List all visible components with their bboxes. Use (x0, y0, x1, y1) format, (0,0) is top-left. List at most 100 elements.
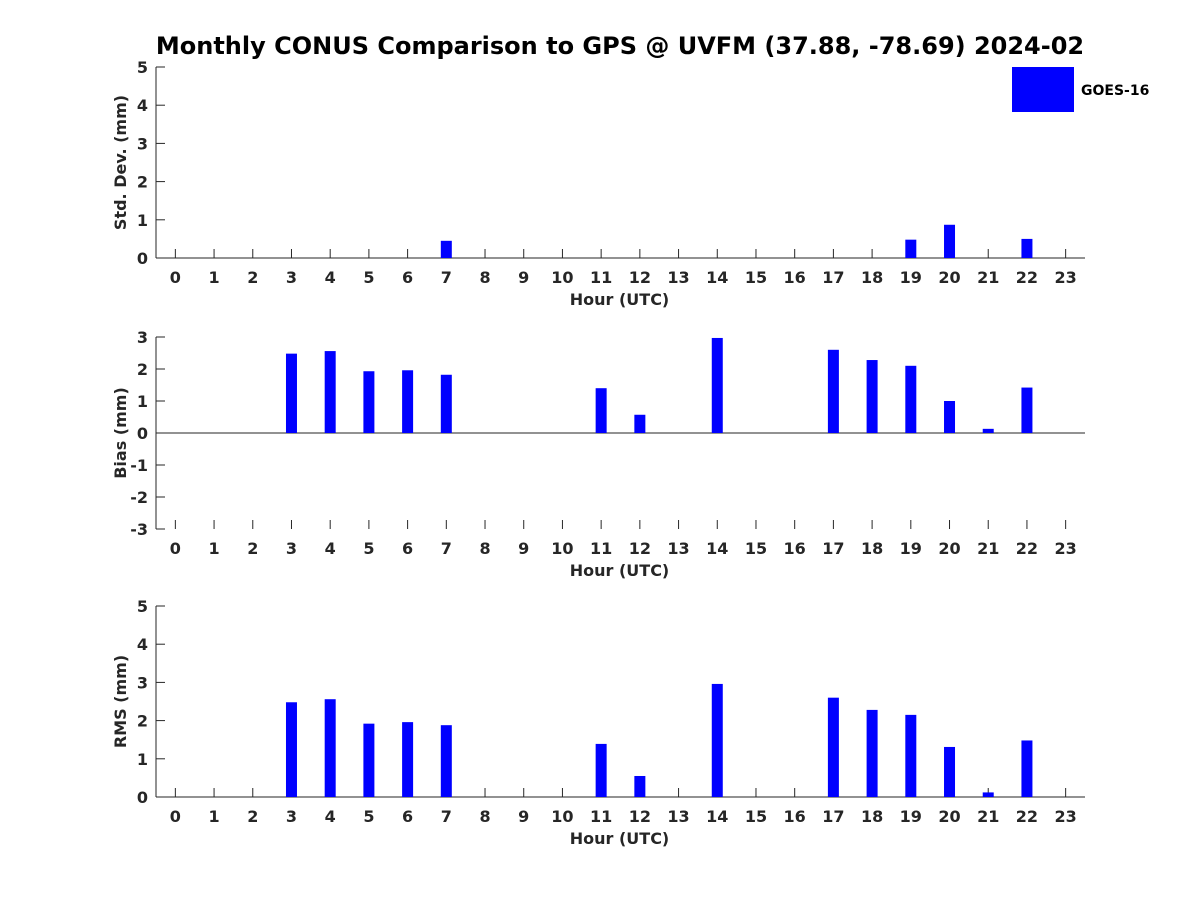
rms-x-tick-label: 14 (706, 807, 728, 826)
rms-y-tick-label: 3 (137, 673, 148, 692)
std-dev-x-tick-label: 22 (1016, 268, 1038, 287)
bias-y-tick-label: -3 (130, 520, 148, 539)
rms-bar-hour-6 (402, 722, 414, 797)
bias-y-tick-label: -1 (130, 456, 148, 475)
std-dev-x-tick-label: 6 (402, 268, 413, 287)
rms-x-tick-label: 21 (977, 807, 999, 826)
std-dev-x-tick-label: 9 (518, 268, 529, 287)
bias-x-tick-label: 20 (938, 539, 960, 558)
std-dev-x-tick-label: 20 (938, 268, 960, 287)
rms-bar-hour-21 (982, 792, 994, 797)
bias-bar-hour-4 (324, 351, 336, 433)
std-dev-x-tick-label: 1 (208, 268, 219, 287)
rms-bar-hour-22 (1021, 740, 1033, 797)
bias-x-tick-label: 12 (629, 539, 651, 558)
bias-bar-hour-5 (363, 371, 375, 433)
std-dev-x-tick-label: 14 (706, 268, 728, 287)
rms-bar-hour-11 (595, 743, 607, 797)
bias-x-tick-label: 9 (518, 539, 529, 558)
rms-bar-hour-3 (285, 702, 297, 797)
rms-y-axis-label: RMS (mm) (111, 655, 130, 748)
bias-bar-hour-20 (944, 401, 956, 433)
bias-x-tick-label: 4 (325, 539, 336, 558)
std-dev-bar-hour-20 (944, 224, 956, 258)
bias-x-tick-label: 1 (208, 539, 219, 558)
bias-x-tick-label: 17 (822, 539, 844, 558)
rms-x-tick-label: 10 (551, 807, 573, 826)
bias-bar-hour-11 (595, 388, 607, 433)
std-dev-x-tick-label: 10 (551, 268, 573, 287)
std-dev-x-tick-label: 18 (861, 268, 883, 287)
rms-x-tick-label: 17 (822, 807, 844, 826)
rms-bar-hour-20 (944, 746, 956, 797)
std-dev-y-tick-label: 1 (137, 211, 148, 230)
std-dev-x-tick-label: 0 (170, 268, 181, 287)
rms-bar-hour-7 (440, 725, 452, 797)
figure-title: Monthly CONUS Comparison to GPS @ UVFM (… (156, 32, 1084, 60)
rms-x-tick-label: 18 (861, 807, 883, 826)
rms-bar-hour-12 (634, 775, 646, 797)
rms-x-tick-label: 22 (1016, 807, 1038, 826)
rms-x-tick-label: 11 (590, 807, 612, 826)
rms-x-tick-label: 1 (208, 807, 219, 826)
std-dev-bar-hour-19 (905, 239, 917, 258)
std-dev-x-tick-label: 5 (363, 268, 374, 287)
rms-x-tick-label: 16 (784, 807, 806, 826)
rms-y-tick-label: 0 (137, 788, 148, 807)
bias-y-tick-label: 3 (137, 328, 148, 347)
std-dev-x-tick-label: 16 (784, 268, 806, 287)
bias-bar-hour-18 (866, 360, 878, 433)
bias-x-tick-label: 18 (861, 539, 883, 558)
bias-x-tick-label: 15 (745, 539, 767, 558)
std-dev-y-tick-label: 3 (137, 134, 148, 153)
std-dev-x-tick-label: 13 (667, 268, 689, 287)
bias-bar-hour-7 (440, 374, 452, 433)
bias-x-tick-label: 7 (441, 539, 452, 558)
bias-x-tick-label: 11 (590, 539, 612, 558)
bias-x-tick-label: 6 (402, 539, 413, 558)
std-dev-x-tick-label: 8 (479, 268, 490, 287)
std-dev-x-tick-label: 17 (822, 268, 844, 287)
bias-x-tick-label: 0 (170, 539, 181, 558)
bias-y-tick-label: 1 (137, 392, 148, 411)
rms-y-tick-label: 1 (137, 750, 148, 769)
std-dev-x-tick-label: 21 (977, 268, 999, 287)
std-dev-y-tick-label: 4 (137, 96, 148, 115)
bias-x-tick-label: 16 (784, 539, 806, 558)
bias-bar-hour-14 (711, 337, 723, 433)
std-dev-bar-hour-22 (1021, 238, 1033, 258)
std-dev-x-tick-label: 23 (1055, 268, 1077, 287)
bias-bar-hour-22 (1021, 387, 1033, 433)
rms-x-tick-label: 9 (518, 807, 529, 826)
rms-y-tick-label: 5 (137, 597, 148, 616)
legend: GOES-16 (1002, 60, 1162, 118)
std-dev-x-axis-label: Hour (UTC) (570, 290, 670, 309)
bias-x-tick-label: 21 (977, 539, 999, 558)
rms-x-tick-label: 2 (247, 807, 258, 826)
bias-bar-hour-19 (905, 365, 917, 433)
rms-x-tick-label: 6 (402, 807, 413, 826)
rms-y-tick-label: 2 (137, 712, 148, 731)
legend-swatch (1012, 67, 1074, 112)
bias-x-tick-label: 22 (1016, 539, 1038, 558)
std-dev-x-tick-label: 12 (629, 268, 651, 287)
legend-label: GOES-16 (1081, 83, 1149, 99)
bias-x-tick-label: 14 (706, 539, 728, 558)
std-dev-x-tick-label: 4 (325, 268, 336, 287)
bias-y-tick-label: 2 (137, 360, 148, 379)
rms-bar-hour-4 (324, 699, 336, 797)
bias-y-axis-label: Bias (mm) (111, 387, 130, 479)
bias-x-tick-label: 10 (551, 539, 573, 558)
bias-bar-hour-21 (982, 428, 994, 433)
rms-bar-hour-5 (363, 723, 375, 797)
bias-x-tick-label: 2 (247, 539, 258, 558)
rms-bar-hour-18 (866, 709, 878, 797)
rms-x-tick-label: 8 (479, 807, 490, 826)
rms-bar-hour-17 (827, 697, 839, 797)
std-dev-y-axis-label: Std. Dev. (mm) (111, 95, 130, 230)
rms-bar-hour-19 (905, 714, 917, 797)
